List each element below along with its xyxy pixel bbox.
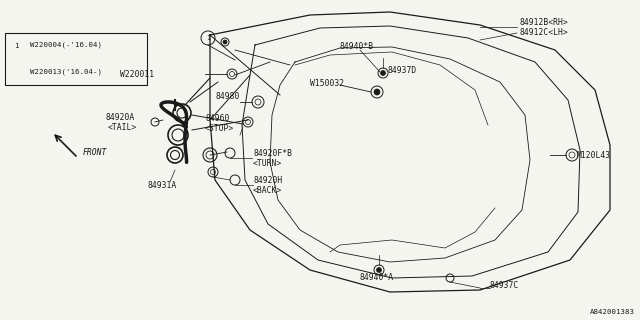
Text: 84980: 84980 bbox=[215, 92, 239, 100]
Text: M120L43: M120L43 bbox=[577, 150, 611, 159]
Text: A842001383: A842001383 bbox=[590, 309, 635, 315]
Text: <STOP>: <STOP> bbox=[205, 124, 234, 132]
Text: 84940*B: 84940*B bbox=[340, 42, 374, 51]
Text: 84937D: 84937D bbox=[388, 66, 417, 75]
Text: <TURN>: <TURN> bbox=[253, 158, 282, 167]
Text: 84931A: 84931A bbox=[148, 180, 177, 189]
Text: FRONT: FRONT bbox=[83, 148, 108, 156]
Text: 84912C<LH>: 84912C<LH> bbox=[520, 28, 569, 36]
Circle shape bbox=[223, 40, 227, 44]
Circle shape bbox=[376, 268, 381, 273]
Text: 84912B<RH>: 84912B<RH> bbox=[520, 18, 569, 27]
Circle shape bbox=[374, 89, 380, 95]
Text: <TAIL>: <TAIL> bbox=[108, 123, 137, 132]
Text: W220004(-'16.04): W220004(-'16.04) bbox=[30, 42, 102, 48]
Text: W150032: W150032 bbox=[310, 78, 344, 87]
Text: W220013('16.04-): W220013('16.04-) bbox=[30, 69, 102, 75]
Text: W220011: W220011 bbox=[120, 69, 154, 78]
Text: 84920H: 84920H bbox=[253, 175, 282, 185]
FancyBboxPatch shape bbox=[5, 33, 147, 85]
Text: 84960: 84960 bbox=[205, 114, 229, 123]
Text: 84937C: 84937C bbox=[490, 281, 519, 290]
Text: 1: 1 bbox=[206, 35, 210, 41]
Text: <BACK>: <BACK> bbox=[253, 186, 282, 195]
Circle shape bbox=[381, 70, 385, 76]
Text: 1: 1 bbox=[13, 43, 19, 49]
Text: 84940*A: 84940*A bbox=[360, 274, 394, 283]
Text: 84920A: 84920A bbox=[105, 113, 134, 122]
Text: 84920F*B: 84920F*B bbox=[253, 148, 292, 157]
